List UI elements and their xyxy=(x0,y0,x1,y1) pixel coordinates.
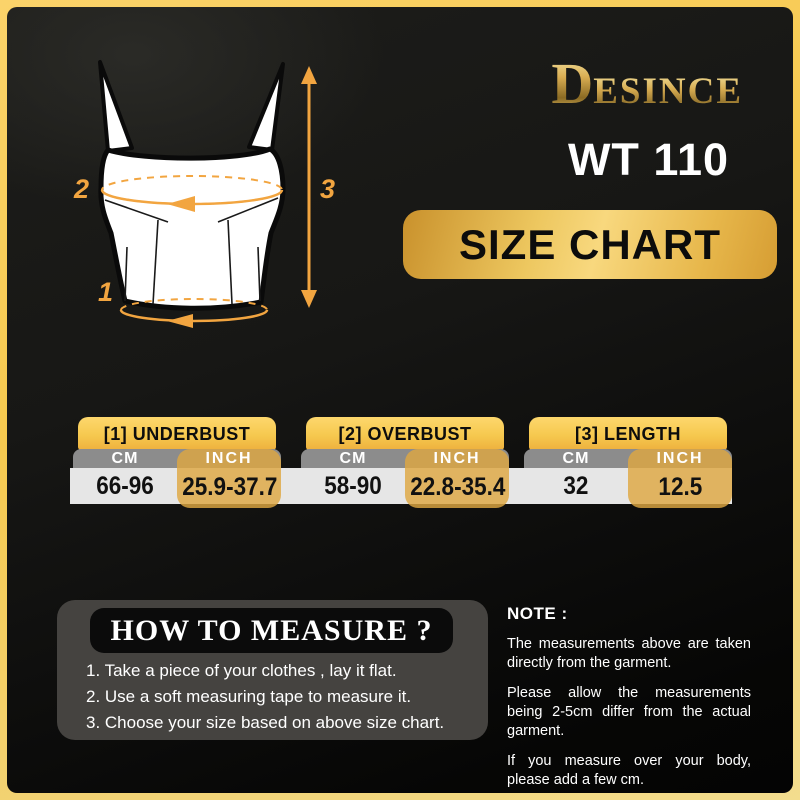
length-cm-value: 32 xyxy=(524,468,628,504)
note-paragraph: Please allow the measurements being 2-5c… xyxy=(507,685,751,739)
length-inch-value: 12.5 xyxy=(628,468,732,508)
underbust-inch-value: 25.9-37.7 xyxy=(177,468,281,508)
note-block: NOTE : The measurements above are taken … xyxy=(507,604,751,790)
note-title: NOTE : xyxy=(507,604,568,623)
inch-column-header: INCH xyxy=(656,450,704,467)
overbust-inch-value: 22.8-35.4 xyxy=(405,468,509,508)
cm-column-header: CM xyxy=(339,450,367,467)
garment-strap-right xyxy=(247,62,285,152)
overbust-cm-value: 58-90 xyxy=(301,468,405,504)
brand-logo-text: ESINCE xyxy=(593,71,743,112)
underbust-measure-line xyxy=(119,298,269,323)
cm-column-header: CM xyxy=(111,450,139,467)
garment-body xyxy=(98,146,286,311)
page-background: 2 1 3 DESINCE WT 110 SIZE CHART [1] UNDE… xyxy=(7,7,793,793)
measure-step: 2. Use a soft measuring tape to measure … xyxy=(86,687,412,706)
table-header-length: [3] LENGTH xyxy=(529,417,727,450)
how-to-measure-steps: 1. Take a piece of your clothes , lay it… xyxy=(86,658,480,736)
measure-step: 1. Take a piece of your clothes , lay it… xyxy=(86,661,397,680)
value-text: 12.5 xyxy=(658,473,702,501)
diagram-label-underbust: 1 xyxy=(98,277,113,307)
garment-seams xyxy=(104,197,279,305)
length-arrow xyxy=(301,66,317,308)
garment-strap-left xyxy=(98,60,134,153)
value-text: 22.8-35.4 xyxy=(410,473,506,501)
brand-logo-initial: D xyxy=(551,51,594,116)
value-text: 66-96 xyxy=(96,472,154,500)
inch-column-header: INCH xyxy=(205,450,253,467)
hem-arrowhead xyxy=(167,314,193,328)
measure-step: 3. Choose your size based on above size … xyxy=(86,713,445,732)
underbust-cm-value: 66-96 xyxy=(73,468,177,504)
garment-diagram: 2 1 3 xyxy=(73,60,335,328)
value-text: 58-90 xyxy=(324,472,382,500)
overbust-arrowhead xyxy=(167,196,195,212)
inch-column: INCH 12.5 xyxy=(628,449,732,508)
value-text: 32 xyxy=(563,472,589,500)
how-to-measure-title: HOW TO MEASURE ? xyxy=(90,608,453,653)
note-paragraph: The measurements above are taken directl… xyxy=(507,636,751,671)
inch-column: INCH 25.9-37.7 xyxy=(177,449,281,508)
how-to-measure-panel: HOW TO MEASURE ? 1. Take a piece of your… xyxy=(57,600,488,740)
note-paragraph: If you measure over your body, please ad… xyxy=(507,753,751,788)
product-model: WT 110 xyxy=(567,134,729,185)
inch-column-header: INCH xyxy=(433,450,481,467)
table-header-underbust: [1] UNDERBUST xyxy=(78,417,276,450)
table-header-overbust: [2] OVERBUST xyxy=(306,417,504,450)
cm-column-header: CM xyxy=(562,450,590,467)
brand-logo: DESINCE xyxy=(547,55,743,121)
inch-column: INCH 22.8-35.4 xyxy=(405,449,509,508)
diagram-label-overbust: 2 xyxy=(73,174,89,204)
diagram-label-length: 3 xyxy=(320,174,335,204)
value-text: 25.9-37.7 xyxy=(182,473,278,501)
size-chart-badge: SIZE CHART xyxy=(403,210,777,279)
